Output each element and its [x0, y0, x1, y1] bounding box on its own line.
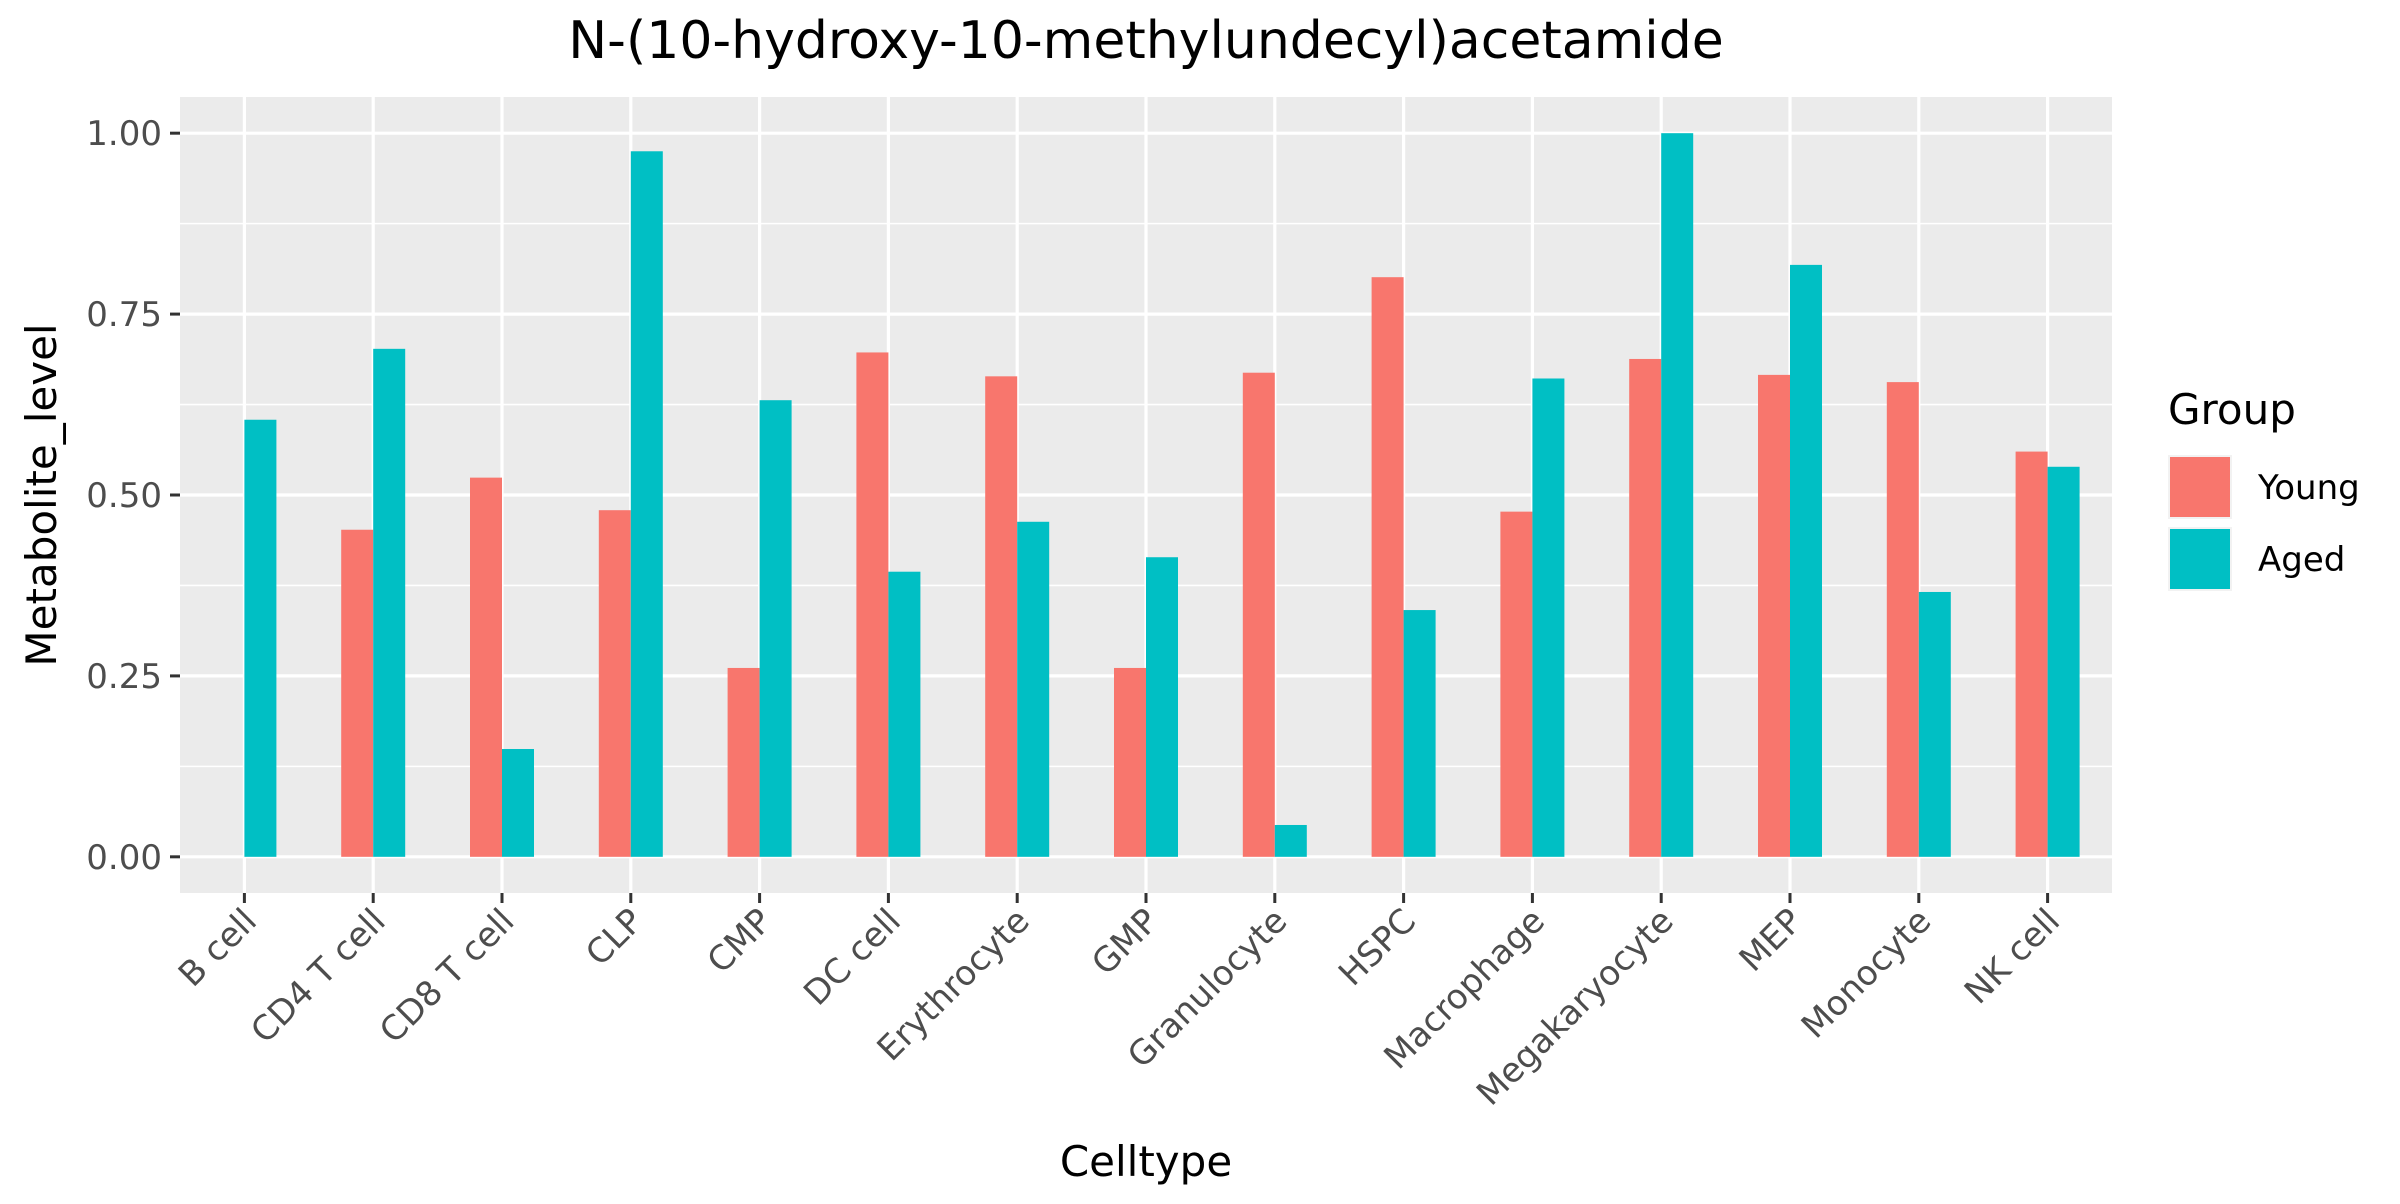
legend-title: Group: [2168, 385, 2296, 434]
legend: Group Young Aged: [2168, 385, 2360, 591]
bar-young: [1500, 511, 1533, 857]
bar-young: [341, 529, 374, 857]
bar-aged: [1274, 824, 1307, 857]
legend-key-young: [2170, 457, 2230, 517]
bar-young: [1371, 277, 1404, 857]
bar-aged: [888, 571, 921, 857]
bar-young: [470, 477, 502, 857]
bar-young: [1886, 382, 1919, 857]
y-tick-label: 0.75: [86, 295, 162, 335]
legend-key-aged: [2170, 529, 2230, 589]
bar-aged: [373, 348, 406, 857]
bar-aged: [1918, 591, 1951, 857]
bar-aged: [1790, 264, 1822, 857]
bar-aged: [1017, 521, 1050, 857]
legend-label: Young: [2257, 468, 2360, 508]
bar-aged: [1532, 378, 1565, 857]
bar-young: [985, 376, 1018, 857]
bar-young: [1758, 374, 1790, 857]
y-tick-label: 0.00: [86, 838, 162, 878]
bar-young: [1114, 667, 1146, 857]
bar-young: [856, 352, 889, 857]
bar-young: [2015, 451, 2048, 857]
bar-aged: [1403, 610, 1436, 857]
chart-title: N-(10-hydroxy-10-methylundecyl)acetamide: [568, 11, 1723, 71]
legend-label: Aged: [2258, 540, 2345, 580]
bar-young: [1242, 372, 1275, 857]
bar-aged: [244, 419, 277, 857]
y-axis-label: Metabolite_level: [17, 323, 66, 666]
bar-aged: [759, 400, 792, 857]
bar-young: [1629, 358, 1662, 857]
bar-aged: [1146, 557, 1178, 857]
bar-aged: [2047, 466, 2080, 857]
bar-aged: [502, 748, 534, 857]
bar-young: [598, 510, 631, 857]
bar-aged: [630, 151, 663, 857]
y-tick-label: 0.50: [86, 476, 162, 516]
bar-aged: [1661, 133, 1694, 857]
y-tick-label: 1.00: [86, 114, 162, 154]
y-tick-label: 0.25: [86, 657, 162, 697]
x-axis-label: Celltype: [1060, 1137, 1232, 1186]
bar-young: [727, 667, 760, 857]
